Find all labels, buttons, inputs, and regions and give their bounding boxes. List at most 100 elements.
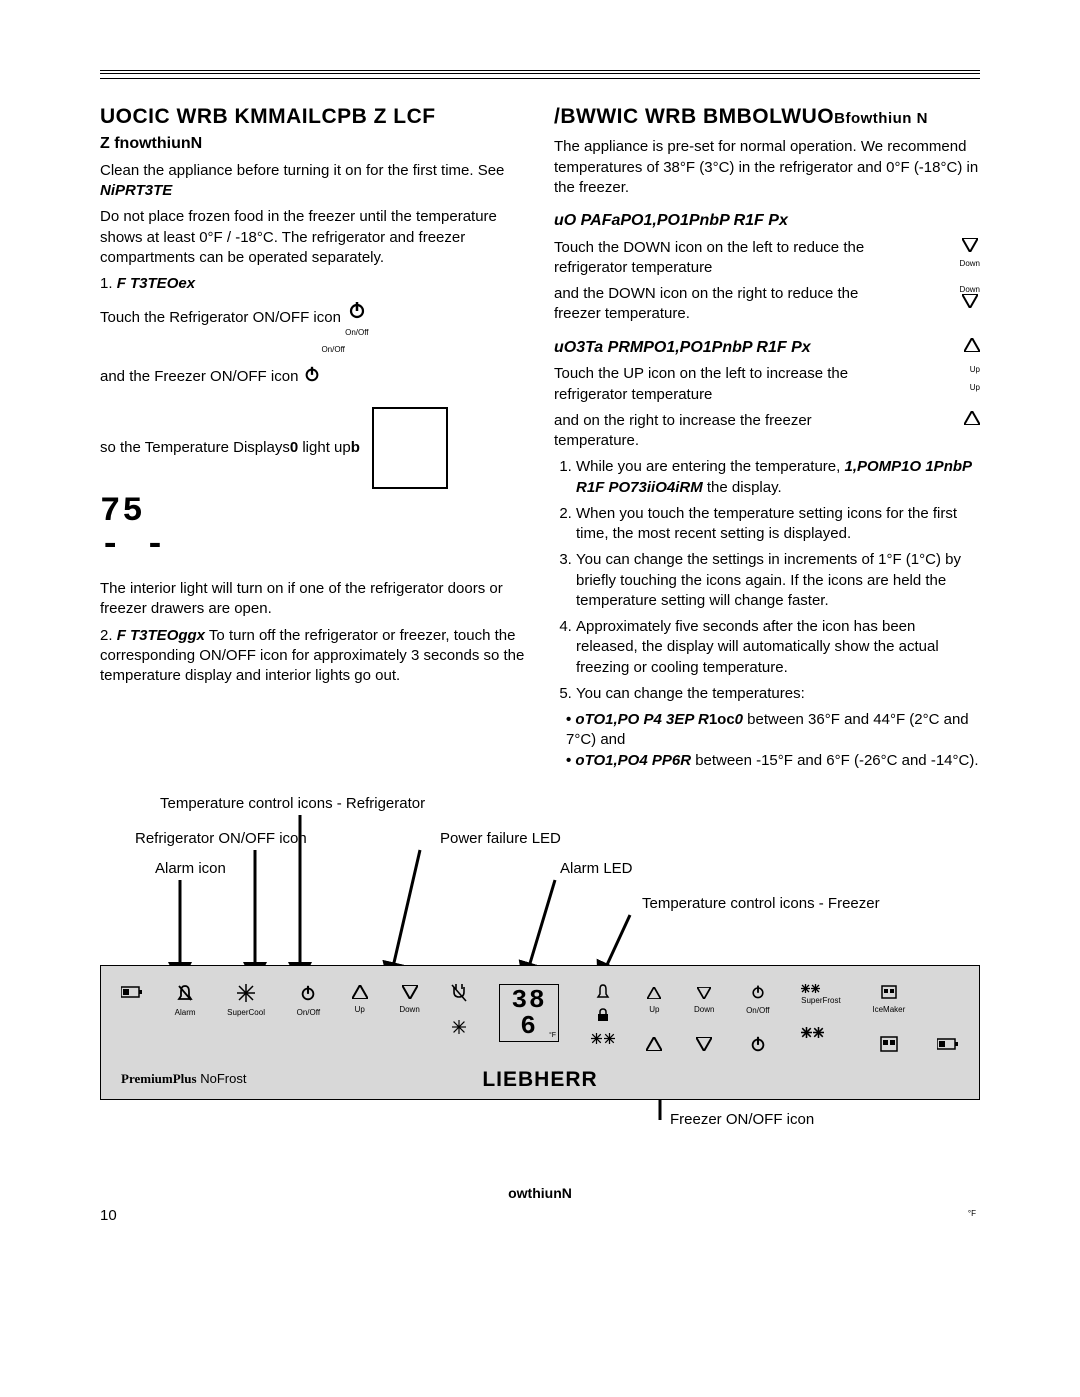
down-icon: Down xyxy=(960,238,980,268)
left-p1-ref: NiPRT3TE xyxy=(100,182,172,199)
right-ul: oTO1,PO P4 3EP R1oc0 between 36°F and 44… xyxy=(554,710,980,771)
l-sf: SuperFrost xyxy=(801,997,841,1005)
supercool-panel-icon: SuperCool xyxy=(227,984,265,1017)
premium-rest: NoFrost xyxy=(197,1071,247,1086)
premium-label: PremiumPlus NoFrost xyxy=(121,1071,246,1087)
down-icon-2: Down xyxy=(960,284,980,314)
b2a: oTO1,PO4 PP6 xyxy=(575,752,680,769)
brand-logo: LIEBHERR xyxy=(121,1068,959,1092)
double-star xyxy=(591,1033,615,1044)
rp2a: Touch the DOWN icon on the left to reduc… xyxy=(554,238,874,279)
temp-display-box xyxy=(372,407,448,489)
rh1a: /BWWIC WRB BMBOLWUO xyxy=(554,105,834,128)
s1l3a: so the Temperature Displays xyxy=(100,439,290,456)
li3: You can change the settings in increment… xyxy=(576,550,980,611)
li1a: While you are entering the temperature, xyxy=(576,458,844,475)
page-number: 10 xyxy=(100,1207,980,1224)
control-panel: Alarm SuperCool On/Off Up Down xyxy=(100,965,980,1100)
panel-temp-display: 38 6 °F xyxy=(499,984,559,1042)
footer-text: owthiunN xyxy=(100,1185,980,1201)
right-p2a: Touch the DOWN icon on the left to reduc… xyxy=(554,238,980,279)
down-panel-icon-r: Down xyxy=(399,984,419,1014)
control-panel-diagram: Temperature control icons - Refrigerator… xyxy=(100,795,980,1165)
left-p1-text: Clean the appliance before turning it on… xyxy=(100,162,504,179)
left-p1: Clean the appliance before turning it on… xyxy=(100,161,526,202)
battery-icon-2 xyxy=(937,984,959,1054)
down-panel-icon-f-top: Down xyxy=(694,984,714,1054)
l-dn2t: Down xyxy=(694,1006,714,1014)
premium-bold: PremiumPlus xyxy=(121,1071,197,1086)
up-panel-icon-r: Up xyxy=(352,984,368,1014)
onoff-panel-icon-r: On/Off xyxy=(297,984,320,1017)
l-alarm: Alarm xyxy=(175,1009,196,1017)
b1a: oTO1,PO P4 3EP R xyxy=(575,711,708,728)
right-ol: While you are entering the temperature, … xyxy=(554,457,980,704)
temp-bot: - - xyxy=(100,529,526,563)
left-p3: The interior light will turn on if one o… xyxy=(100,579,526,620)
left-p2: Do not place frozen food in the freezer … xyxy=(100,207,526,268)
right-p1: The appliance is pre-set for normal oper… xyxy=(554,137,980,198)
rp3a: Touch the UP icon on the left to increas… xyxy=(554,364,884,405)
right-p3a: Touch the UP icon on the left to increas… xyxy=(554,364,980,405)
l-dn1: Down xyxy=(399,1006,419,1014)
right-h3b: uO3Ta PRMPO1,PO1PnbP R1F Px xyxy=(554,337,980,359)
icemaker-panel-icon: IceMaker xyxy=(872,984,905,1055)
b1: oTO1,PO P4 3EP R1oc0 between 36°F and 44… xyxy=(566,710,980,751)
onoff-label: On/Off xyxy=(345,329,368,337)
li2: When you touch the temperature setting i… xyxy=(576,504,980,545)
l-sc: SuperCool xyxy=(227,1009,265,1017)
s1l3d: b xyxy=(351,439,360,456)
rh1b: Bfowthiun N xyxy=(834,110,928,127)
right-heading-1: /BWWIC WRB BMBOLWUOBfowthiun N xyxy=(554,103,980,131)
b2r: between -15°F and 6°F (-26°C and -14°C). xyxy=(691,752,978,769)
right-p2b: and the DOWN icon on the right to reduce… xyxy=(554,284,980,325)
up-icon xyxy=(964,337,980,359)
ptemp-unit: °F xyxy=(549,1032,556,1039)
battery-icon xyxy=(121,984,143,1002)
right-column: /BWWIC WRB BMBOLWUOBfowthiun N The appli… xyxy=(554,103,980,775)
temp-unit: °F xyxy=(968,1209,976,1220)
li1d: the display. xyxy=(703,479,782,496)
lock-icon xyxy=(591,1007,615,1025)
superfrost-panel-icon: SuperFrost xyxy=(801,984,841,1038)
alarm-panel-icon: Alarm xyxy=(175,984,196,1017)
l-up1: Up xyxy=(352,1006,368,1014)
onoff-label-2: On/Off xyxy=(314,346,352,354)
extra-onoff-label: On/Off xyxy=(100,339,526,359)
ptemp-top: 38 xyxy=(500,987,558,1013)
b1c: 0 xyxy=(735,711,743,728)
up-label-wrap: Up Up xyxy=(970,364,980,392)
rh3b: uO3Ta PRMPO1,PO1PnbP R1F Px xyxy=(554,337,811,359)
li1c: RM xyxy=(679,479,702,496)
step1-line1: Touch the Refrigerator ON/OFF icon On/Of… xyxy=(100,300,526,336)
s1l3c: 0 xyxy=(290,439,298,456)
right-p3b: and on the right to increase the freezer… xyxy=(554,411,980,452)
l-oo1: On/Off xyxy=(297,1009,320,1017)
l-oo2t: On/Off xyxy=(746,1007,769,1015)
single-star xyxy=(451,1019,467,1037)
power-icon: On/Off xyxy=(345,300,368,336)
b1b: 1oc xyxy=(709,711,735,728)
up-icon-2 xyxy=(964,411,980,431)
li1: While you are entering the temperature, … xyxy=(576,457,980,498)
step1-heading: 1. F T3TEOex xyxy=(100,274,526,294)
l-im: IceMaker xyxy=(872,1006,905,1014)
left-heading-1: UOCIC WRB KMMAILCPB Z LCF xyxy=(100,103,526,131)
step2-num: 2. xyxy=(100,627,117,644)
up-label-2: Up xyxy=(970,384,980,392)
plug-icon xyxy=(451,984,467,1037)
li4: Approximately five seconds after the ico… xyxy=(576,617,980,678)
up-label: Up xyxy=(970,366,980,374)
step1-line2: and the Freezer ON/OFF icon xyxy=(100,365,526,389)
down-label-2: Down xyxy=(960,286,980,294)
down-label: Down xyxy=(960,260,980,268)
panel-row: Alarm SuperCool On/Off Up Down xyxy=(121,984,959,1056)
step1-line3-text: so the Temperature Displays0 light upb xyxy=(100,438,360,458)
onoff-panel-icon-f-top: On/Off xyxy=(746,984,769,1056)
l-up2t: Up xyxy=(646,1006,662,1014)
right-h3a: uO PAFaPO1,PO1PnbP R1F Px xyxy=(554,210,980,232)
step1-line1-text: Touch the Refrigerator ON/OFF icon xyxy=(100,310,341,327)
step2-bold: F T3TEOggx xyxy=(117,627,205,644)
rp2b: and the DOWN icon on the right to reduce… xyxy=(554,284,874,325)
stars-bottom xyxy=(801,1027,841,1038)
